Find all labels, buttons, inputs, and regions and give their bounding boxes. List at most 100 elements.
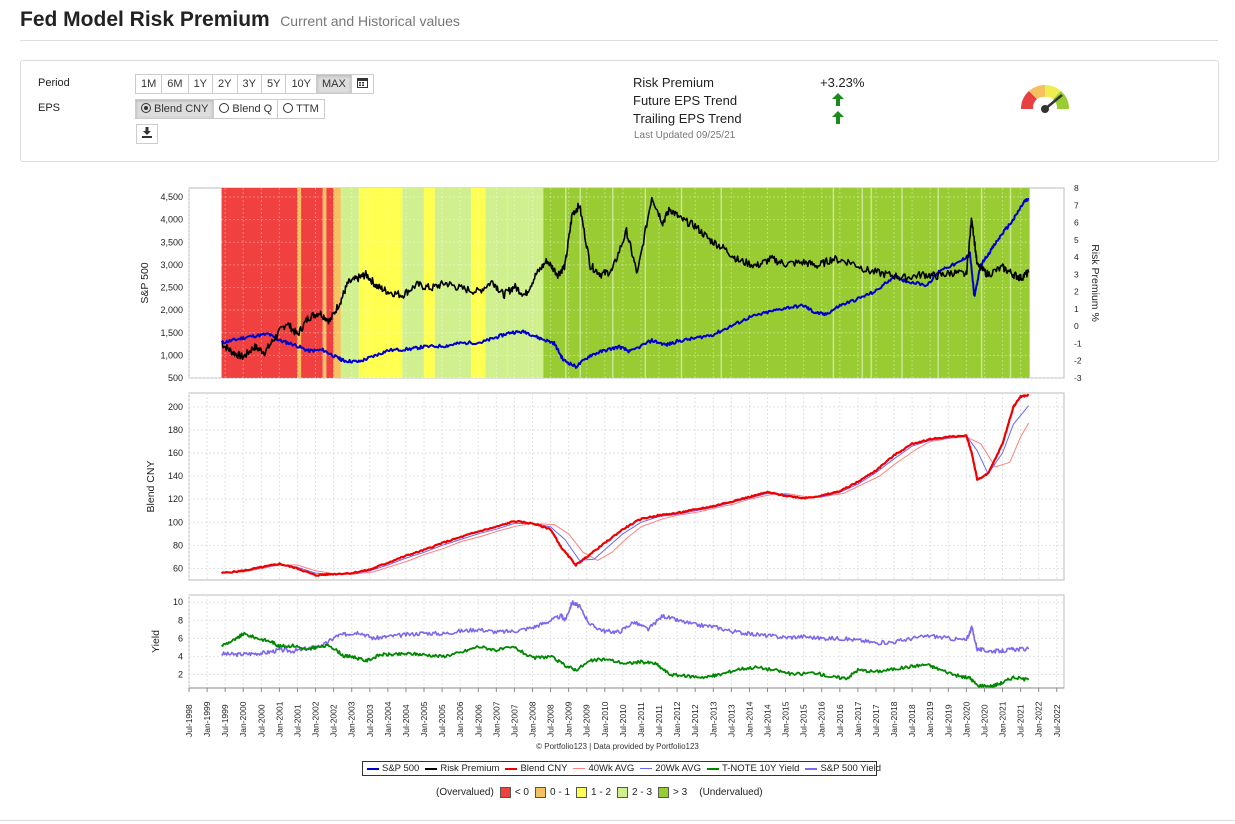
eps-ttm-option[interactable]: TTM [277, 99, 325, 119]
chart-legend: S&P 500 Risk Premium Blend CNY 40Wk AVG … [362, 761, 881, 776]
legend-item-blend-cny[interactable]: Blend CNY [505, 763, 567, 774]
controls-panel: Period EPS 1M 6M 1Y 2Y 3Y 5Y 10Y MAX Ble… [20, 60, 1219, 162]
eps-button-group: Blend CNY Blend Q TTM [135, 99, 325, 119]
period-max-button[interactable]: MAX [316, 74, 352, 94]
radio-selected-icon [141, 103, 151, 113]
band-swatch-1-2 [576, 787, 588, 798]
y-tick-label-yield: 2 [178, 669, 183, 679]
x-tick-label: Jul-2014 [763, 704, 773, 737]
series-line-risk-premium [221, 196, 1030, 361]
x-tick-label: Jan-2009 [564, 701, 574, 737]
period-1y-button[interactable]: 1Y [187, 74, 214, 94]
y-tick-label-risk-premium: 5 [1074, 235, 1079, 245]
x-tick-label: Jul-2015 [799, 704, 809, 737]
legend-item-tnote-10y[interactable]: T-NOTE 10Y Yield [706, 763, 799, 774]
y-tick-label-risk-premium: 4 [1074, 252, 1079, 262]
x-tick-label: Jul-2006 [473, 704, 483, 737]
valuation-band-stripe [579, 188, 581, 378]
period-6m-button[interactable]: 6M [161, 74, 189, 94]
y-tick-label-risk-premium: -3 [1074, 373, 1082, 383]
period-10y-button[interactable]: 10Y [285, 74, 318, 94]
legend-item-sp500-yield[interactable]: S&P 500 Yield [805, 763, 881, 774]
y-axis-title-risk-premium: Risk Premium % [1089, 244, 1101, 322]
valuation-band-stripe [861, 188, 864, 378]
eps-blend-cny-option[interactable]: Blend CNY [135, 99, 215, 119]
x-tick-label: Jan-2007 [491, 701, 501, 737]
valuation-band [543, 188, 1030, 378]
x-tick-label: Jan-2018 [889, 701, 899, 737]
x-tick-label: Jul-2003 [365, 704, 375, 737]
x-tick-label: Jul-2000 [256, 704, 266, 737]
x-tick-label: Jul-2017 [871, 704, 881, 737]
y-tick-label-risk-premium: 8 [1074, 183, 1079, 193]
x-tick-label: Jul-2001 [292, 704, 302, 737]
radio-icon [283, 103, 294, 113]
legend-item-40wk-avg[interactable]: 40Wk AVG [573, 763, 634, 774]
trailing-eps-trend-label: Trailing EPS Trend [633, 111, 742, 126]
legend-item-risk-premium[interactable]: Risk Premium [425, 763, 499, 774]
x-tick-label: Jul-2016 [835, 704, 845, 737]
y-axis-title-blend-cny: Blend CNY [145, 461, 157, 513]
y-tick-label-risk-premium: 0 [1074, 321, 1079, 331]
y-tick-label-sp500: 500 [168, 373, 183, 383]
x-tick-label: Jan-2008 [527, 701, 537, 737]
y-tick-label-sp500: 1,500 [160, 328, 183, 338]
series-line-sp500-yield [221, 600, 1030, 658]
x-tick-label: Jul-2005 [437, 704, 447, 737]
x-tick-label: Jan-2000 [238, 701, 248, 737]
valuation-band-stripe [612, 188, 614, 378]
plot-panel-middle [188, 392, 1065, 581]
x-tick-label: Jan-2014 [744, 701, 754, 737]
valuation-band-stripe [565, 188, 567, 378]
y-tick-label-yield: 8 [178, 615, 183, 625]
period-1m-button[interactable]: 1M [135, 74, 163, 94]
x-tick-label: Jul-1999 [220, 704, 230, 737]
y-tick-label-risk-premium: 1 [1074, 304, 1079, 314]
valuation-band [471, 188, 486, 378]
x-tick-label: Jan-2006 [455, 701, 465, 737]
valuation-band-stripe [680, 188, 683, 378]
x-tick-label: Jul-2007 [509, 704, 519, 737]
download-button[interactable] [136, 124, 158, 144]
page-header: Fed Model Risk Premium Current and Histo… [20, 8, 1218, 41]
valuation-band [424, 188, 435, 378]
valuation-band-stripe [720, 188, 723, 378]
x-tick-label: Jul-2022 [1052, 704, 1062, 737]
y-axis-title-sp500: S&P 500 [139, 262, 151, 303]
future-eps-trend-label: Future EPS Trend [633, 93, 738, 108]
x-tick-label: Jul-2009 [582, 704, 592, 737]
x-tick-label: Jul-2012 [690, 704, 700, 737]
x-tick-label: Jan-2019 [925, 701, 935, 737]
y-tick-label-yield: 6 [178, 633, 183, 643]
page-title: Fed Model Risk Premium [20, 8, 270, 31]
valuation-band [528, 188, 544, 378]
risk-premium-label: Risk Premium [633, 75, 714, 90]
valuation-band [297, 188, 302, 378]
legend-item-sp500[interactable]: S&P 500 [367, 763, 419, 774]
valuation-band-stripe [644, 188, 647, 378]
legend-item-20wk-avg[interactable]: 20Wk AVG [640, 763, 701, 774]
x-tick-label: Jan-2002 [311, 701, 321, 737]
band-swatch-2-3 [617, 787, 629, 798]
risk-premium-value: +3.23% [820, 75, 865, 90]
y-tick-label-sp500: 1,000 [160, 350, 183, 360]
valuation-band [301, 188, 323, 378]
band-label-0-1: 0 - 1 [550, 787, 571, 798]
series-line-40wk-avg [221, 422, 1030, 575]
period-5y-button[interactable]: 5Y [260, 74, 287, 94]
period-3y-button[interactable]: 3Y [236, 74, 262, 94]
valuation-band [333, 188, 341, 378]
x-tick-label: Jan-2013 [708, 701, 718, 737]
y-tick-label-sp500: 2,500 [160, 283, 183, 293]
valuation-band-stripe [937, 188, 939, 378]
y-tick-label-yield: 10 [173, 597, 183, 607]
calendar-button[interactable] [350, 74, 374, 94]
valuation-band [326, 188, 334, 378]
x-tick-label: Jul-1998 [184, 704, 194, 737]
x-tick-label: Jul-2008 [546, 704, 556, 737]
y-tick-label-risk-premium: 2 [1074, 287, 1079, 297]
y-tick-label-sp500: 2,000 [160, 305, 183, 315]
valuation-band [322, 188, 327, 378]
band-swatch-lt0 [499, 787, 511, 798]
y-tick-label-blend-cny: 120 [168, 494, 183, 504]
